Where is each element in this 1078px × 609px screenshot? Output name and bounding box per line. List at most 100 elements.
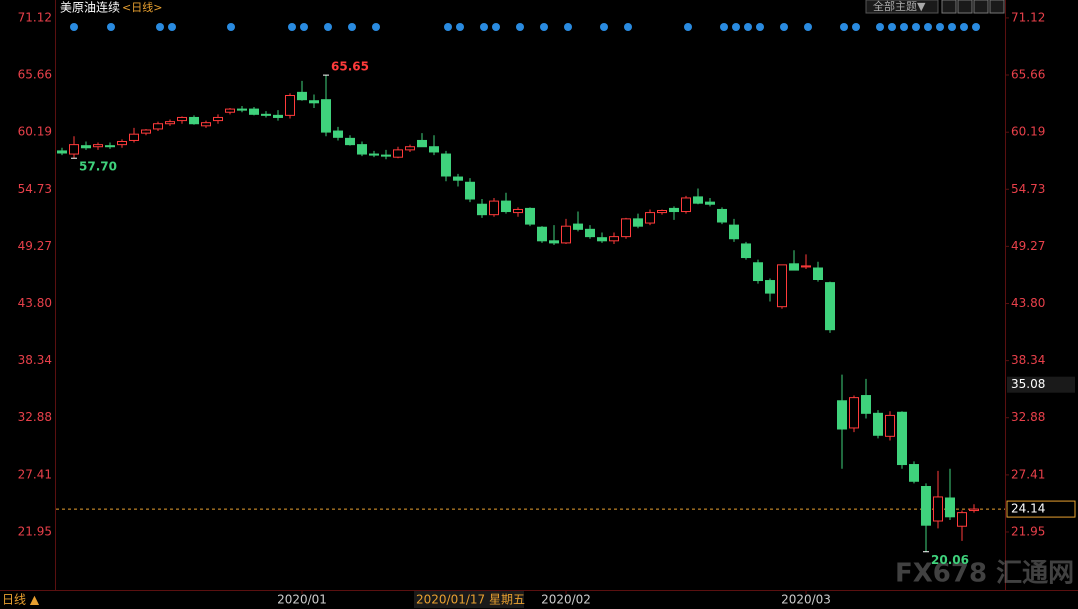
candle-body [801, 265, 811, 268]
candle-body [357, 144, 367, 155]
candle-body [921, 486, 931, 526]
candle-body [741, 243, 751, 259]
crosshair-value: 35.08 [1011, 377, 1045, 391]
candle-body [117, 141, 127, 146]
candle-body [189, 116, 199, 125]
theme-button[interactable] [865, 0, 939, 14]
candle-body [321, 99, 331, 133]
y-tick-label: 71.12 [18, 10, 52, 24]
candle-body [621, 218, 631, 238]
candle-body [237, 108, 247, 111]
candle-body [789, 263, 799, 271]
annotation-label: 57.70 [79, 160, 117, 174]
y-tick-label-right: 54.73 [1011, 182, 1045, 196]
candle-body [609, 236, 619, 242]
candle-body [657, 210, 667, 214]
candle-body [957, 512, 967, 527]
candle-body [597, 237, 607, 242]
candle-body [225, 108, 235, 113]
y-tick-label-right: 43.80 [1011, 296, 1045, 310]
y-tick-label-right: 38.34 [1011, 353, 1045, 367]
chart-title: 美原油连续 [60, 0, 120, 15]
candle-body [153, 123, 163, 130]
candle-body [273, 114, 283, 118]
candle-body [777, 264, 787, 308]
candle-body [753, 262, 763, 282]
last-price-label: 24.14 [1011, 502, 1045, 516]
candle-body [693, 196, 703, 204]
candle-body [729, 224, 739, 240]
annotation-label: 65.65 [331, 60, 369, 74]
y-tick-label: 38.34 [18, 353, 52, 367]
candle-body [333, 130, 343, 138]
period-label: <日线> [122, 0, 162, 14]
candle-body [717, 208, 727, 223]
candle-body [501, 200, 511, 213]
candle-body [909, 464, 919, 482]
candle-body [249, 108, 259, 115]
candle-body [57, 150, 67, 154]
crosshair-date-box [414, 591, 524, 608]
event-markers [70, 23, 980, 31]
candle-body [453, 176, 463, 181]
candle-body [213, 116, 223, 122]
candle-body [561, 225, 571, 244]
candle-body [417, 139, 427, 148]
candle-body [465, 181, 475, 200]
y-tick-label: 32.88 [18, 410, 52, 424]
watermark: FX678 汇通网 [895, 559, 1074, 589]
candle-body [549, 240, 559, 244]
candle-body [177, 116, 187, 122]
tool-icon[interactable] [989, 0, 1005, 14]
candle-body [849, 397, 859, 429]
y-tick-label-right: 60.19 [1011, 125, 1045, 139]
y-tick-label-right: 21.95 [1011, 524, 1045, 538]
candle-body [285, 95, 295, 116]
y-tick-label: 49.27 [18, 239, 52, 253]
candle-body [345, 137, 355, 146]
candle-body [69, 144, 79, 155]
candle-body [297, 91, 307, 101]
candle-body [633, 218, 643, 227]
candle-body [429, 146, 439, 153]
candle-body [669, 207, 679, 213]
y-tick-label-right: 27.41 [1011, 467, 1045, 481]
candle-body [261, 113, 271, 116]
tool-icon[interactable] [941, 0, 957, 14]
candle-body [969, 508, 979, 512]
tool-icon[interactable] [973, 0, 989, 14]
candle-body [813, 267, 823, 280]
candle-body [537, 226, 547, 242]
candle-body [369, 153, 379, 156]
candle-body [765, 280, 775, 294]
candle-body [477, 203, 487, 216]
candle-body [441, 153, 451, 177]
crosshair-value-box [1007, 376, 1075, 393]
candle-body [573, 223, 583, 230]
bottom-tab[interactable]: 日线 ▲ [2, 593, 40, 607]
candle-body [309, 100, 319, 104]
x-tick-label: 2020/03 [781, 593, 831, 607]
crosshair-date: 2020/01/17 星期五 [416, 593, 525, 607]
candle-body [513, 208, 523, 214]
y-tick-label: 27.41 [18, 467, 52, 481]
candle-body [381, 154, 391, 157]
candle-body [105, 145, 115, 148]
y-tick-label-right: 65.66 [1011, 68, 1045, 82]
candle-body [837, 400, 847, 430]
tool-icon[interactable] [957, 0, 973, 14]
candle-body [201, 122, 211, 127]
y-tick-label-right: 32.88 [1011, 410, 1045, 424]
theme-button-text[interactable]: 全部主题▼ [873, 0, 926, 13]
candle-body [129, 133, 139, 141]
y-tick-label-right: 71.12 [1011, 10, 1045, 24]
annotation-label: 20.06 [931, 553, 969, 567]
candle-body [645, 212, 655, 224]
y-tick-label: 65.66 [18, 68, 52, 82]
y-tick-label: 21.95 [18, 524, 52, 538]
candle-body [525, 207, 535, 225]
candle-body [81, 145, 91, 149]
y-tick-label: 43.80 [18, 296, 52, 310]
